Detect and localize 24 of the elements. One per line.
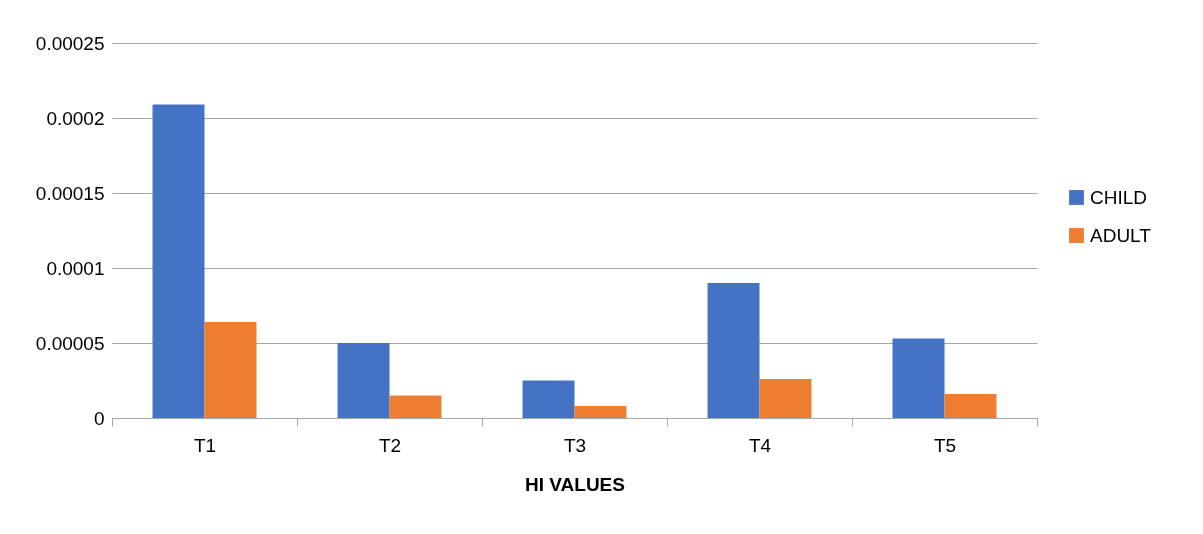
bar bbox=[574, 406, 627, 418]
x-axis-title: HI VALUES bbox=[525, 473, 625, 495]
bar bbox=[944, 394, 997, 418]
x-tick-label: T4 bbox=[748, 434, 772, 456]
x-tick-label: T3 bbox=[563, 434, 587, 456]
bar bbox=[707, 283, 760, 418]
y-tick-label: 0.0001 bbox=[46, 257, 105, 279]
bar bbox=[152, 104, 205, 418]
bar bbox=[204, 322, 257, 418]
bar bbox=[892, 338, 945, 418]
y-tick-label: 0.00015 bbox=[35, 182, 105, 204]
y-tick-label: 0.00025 bbox=[35, 32, 105, 54]
x-tick-label: T1 bbox=[193, 434, 217, 456]
y-tick-label: 0.00005 bbox=[35, 332, 105, 354]
bar bbox=[759, 379, 812, 418]
bar bbox=[337, 343, 390, 418]
y-tick-label: 0 bbox=[93, 407, 105, 429]
bar bbox=[522, 380, 575, 418]
y-tick-label: 0.0002 bbox=[46, 107, 105, 129]
x-tick-label: T2 bbox=[378, 434, 402, 456]
bar bbox=[389, 395, 442, 418]
legend-label: CHILD bbox=[1090, 186, 1148, 208]
x-tick-label: T5 bbox=[933, 434, 957, 456]
legend-label: ADULT bbox=[1090, 224, 1152, 246]
